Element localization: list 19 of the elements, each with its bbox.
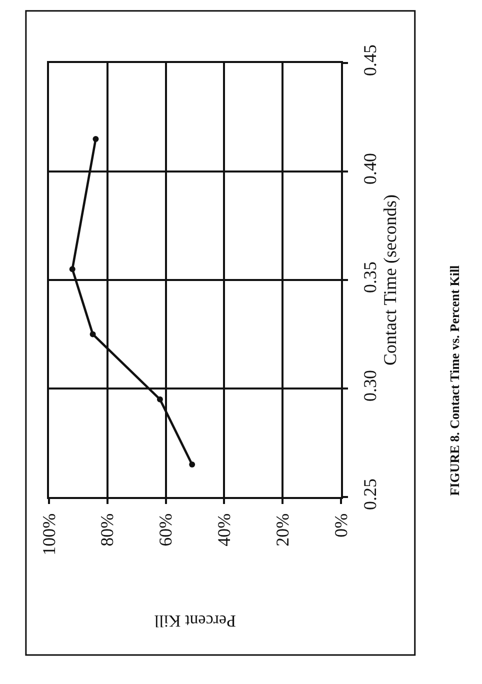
x-axis-title: Percent Kill [154, 611, 236, 630]
x-tick-label: 0% [330, 513, 351, 538]
y-tick-label: 0.35 [360, 262, 380, 294]
point [92, 136, 99, 142]
y-axis-title: Contact Time (seconds) [380, 194, 400, 366]
y-tick-label: 0.25 [360, 478, 380, 510]
x-tick-label: 80% [97, 513, 118, 546]
text: FIGURE 8. Contact Time vs. Percent Kill [447, 264, 462, 496]
point [69, 266, 76, 272]
y-tick-label: 0.30 [360, 370, 380, 402]
x-tick-label: 100% [38, 513, 59, 556]
y-tick-label: 0.45 [360, 44, 380, 76]
y-tick-label: 0.40 [360, 153, 380, 185]
x-tick-label: 60% [156, 513, 176, 546]
point [90, 331, 96, 338]
x-tick-label: 20% [272, 513, 292, 546]
point [156, 396, 163, 402]
x-tick-label: 40% [214, 513, 234, 546]
point [189, 461, 196, 468]
